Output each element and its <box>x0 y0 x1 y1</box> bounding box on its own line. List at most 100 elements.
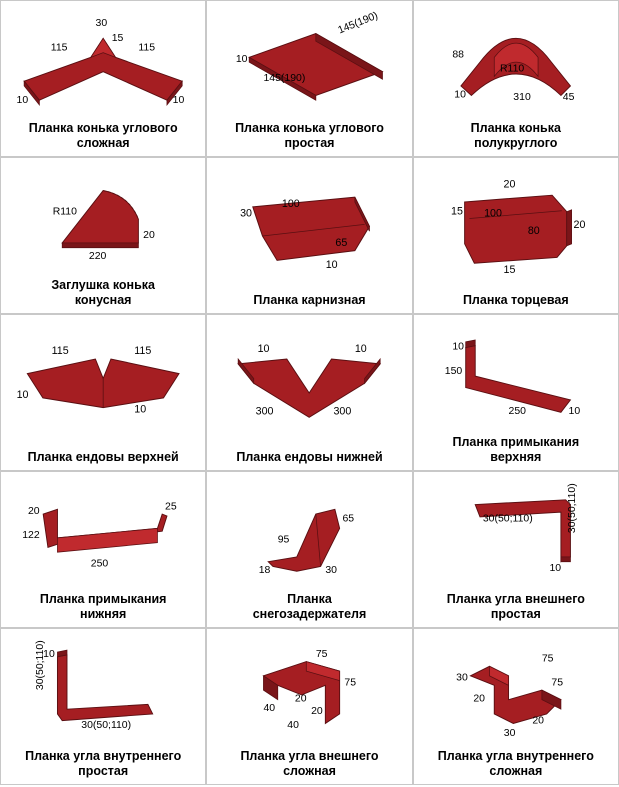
dim-b: 145(190) <box>264 73 306 84</box>
dim-c: 30(50;110) <box>81 720 131 731</box>
diagram-ext-corner-complex: 75 75 40 20 20 40 <box>209 633 409 747</box>
dim-d: 80 <box>527 225 539 237</box>
dim-b: 30(50;110) <box>567 483 578 533</box>
dim-c: 250 <box>508 406 526 417</box>
dim-d: 300 <box>334 405 352 417</box>
diagram-ridge-cap-cone: R110 220 20 <box>3 162 203 276</box>
dim-b: 100 <box>282 198 300 210</box>
caption: Планка конькаполукруглого <box>471 121 561 150</box>
diagram-gable: 20 15 100 80 20 15 <box>416 162 616 291</box>
dim-d: 10 <box>134 403 146 415</box>
diagram-valley-top: 115 115 10 10 <box>3 319 203 448</box>
dim-e: 10 <box>454 89 466 100</box>
cell-int-corner-complex: 30 20 75 75 20 30 Планка угла внутреннег… <box>413 628 619 785</box>
cell-eave: 30 100 65 10 Планка карнизная <box>206 157 412 314</box>
dim-a: 95 <box>278 535 290 546</box>
dim-d: 45 <box>562 92 574 103</box>
dim-b: 150 <box>444 366 462 377</box>
dim-c: 30 <box>326 565 338 576</box>
cell-ext-corner-simple: 30(50;110) 30(50;110) 10 Планка угла вне… <box>413 471 619 628</box>
dim-a: 20 <box>503 178 515 190</box>
dim-a: 30 <box>240 208 252 220</box>
dim-f: 15 <box>503 264 515 276</box>
dim-f: 10 <box>173 95 185 106</box>
dim-d: 10 <box>326 259 338 271</box>
dim-c: 65 <box>336 237 348 249</box>
dim-a: 30(50;110) <box>482 514 532 525</box>
dim-c: 145(190) <box>337 10 380 36</box>
dim-b: 20 <box>473 694 485 705</box>
diagram-abutment-top: 10 150 250 10 <box>416 319 616 433</box>
dim-b: 18 <box>259 565 271 576</box>
caption: Планка угла внешнегопростая <box>447 592 585 621</box>
diagram-ext-corner-simple: 30(50;110) 30(50;110) 10 <box>416 476 616 590</box>
cell-valley-bottom: 10 10 300 300 Планка ендовы нижней <box>206 314 412 471</box>
dim-b: 122 <box>22 530 40 541</box>
dim-e: 20 <box>573 219 585 231</box>
dim-b: 30 <box>96 18 108 29</box>
dim-a: 30 <box>456 673 468 684</box>
dim-d: 115 <box>138 43 155 54</box>
dim-d: 65 <box>343 514 355 525</box>
diagram-snow-guard: 95 18 30 65 <box>209 476 409 590</box>
dim-a: 88 <box>452 49 464 60</box>
product-grid: 115 30 15 115 10 10 Планка конька углово… <box>0 0 619 785</box>
diagram-ridge-angle-complex: 115 30 15 115 10 10 <box>3 5 203 119</box>
dim-b: 15 <box>451 206 463 218</box>
caption: Планка карнизная <box>253 293 365 307</box>
diagram-int-corner-simple: 10 30(50;110) 30(50;110) <box>3 633 203 747</box>
dim-f: 40 <box>288 720 300 731</box>
diagram-valley-bottom: 10 10 300 300 <box>209 319 409 448</box>
dim-a: 75 <box>316 649 328 660</box>
caption: Планка конька угловогосложная <box>29 121 178 150</box>
diagram-abutment-bottom: 20 122 250 25 <box>3 476 203 590</box>
cell-ridge-cap-cone: R110 220 20 Заглушка конькаконусная <box>0 157 206 314</box>
dim-a: 10 <box>258 343 270 355</box>
dim-a: 10 <box>452 341 464 352</box>
cell-ridge-angle-complex: 115 30 15 115 10 10 Планка конька углово… <box>0 0 206 157</box>
diagram-int-corner-complex: 30 20 75 75 20 30 <box>416 633 616 747</box>
cell-ext-corner-complex: 75 75 40 20 20 40 Планка угла внешнегосл… <box>206 628 412 785</box>
dim-a: R110 <box>53 206 77 217</box>
cell-gable: 20 15 100 80 20 15 Планка торцевая <box>413 157 619 314</box>
dim-b: 115 <box>134 345 151 357</box>
dim-c: 310 <box>513 92 531 103</box>
diagram-eave: 30 100 65 10 <box>209 162 409 291</box>
cell-ridge-round: 88 R110 310 45 10 Планка конькаполукругл… <box>413 0 619 157</box>
dim-c: 15 <box>112 33 124 44</box>
diagram-ridge-round: 88 R110 310 45 10 <box>416 5 616 119</box>
dim-c: 75 <box>542 654 554 665</box>
caption: Планка угла внутреннегопростая <box>25 749 181 778</box>
caption: Планка примыканияверхняя <box>453 435 580 464</box>
dim-d: 10 <box>568 406 580 417</box>
caption: Планка ендовы нижней <box>236 450 382 464</box>
dim-e: 10 <box>17 95 29 106</box>
dim-b: 75 <box>345 677 357 688</box>
dim-a: 115 <box>52 345 69 357</box>
dim-c: 10 <box>549 563 561 574</box>
dim-c: 40 <box>264 703 276 714</box>
dim-a: 20 <box>28 506 40 517</box>
dim-b: 10 <box>355 343 367 355</box>
dim-d: 75 <box>551 677 563 688</box>
caption: Планка ендовы верхней <box>28 450 179 464</box>
dim-b: R110 <box>500 64 524 75</box>
caption: Планкаснегозадержателя <box>253 592 367 621</box>
dim-d: 20 <box>295 694 307 705</box>
cell-abutment-top: 10 150 250 10 Планка примыканияверхняя <box>413 314 619 471</box>
dim-b: 220 <box>89 251 107 262</box>
dim-c: 100 <box>484 208 502 220</box>
cell-valley-top: 115 115 10 10 Планка ендовы верхней <box>0 314 206 471</box>
caption: Планка угла внешнегосложная <box>240 749 378 778</box>
dim-e: 20 <box>311 706 323 717</box>
caption: Планка конька угловогопростая <box>235 121 384 150</box>
caption: Планка угла внутреннегосложная <box>438 749 594 778</box>
cell-snow-guard: 95 18 30 65 Планкаснегозадержателя <box>206 471 412 628</box>
diagram-ridge-angle-simple: 10 145(190) 145(190) <box>209 5 409 119</box>
dim-b: 30(50;110) <box>35 640 46 690</box>
caption: Планка торцевая <box>463 293 569 307</box>
dim-c: 250 <box>91 558 109 569</box>
dim-a: 115 <box>51 43 68 54</box>
cell-abutment-bottom: 20 122 250 25 Планка примыканиянижняя <box>0 471 206 628</box>
dim-d: 25 <box>165 501 177 512</box>
